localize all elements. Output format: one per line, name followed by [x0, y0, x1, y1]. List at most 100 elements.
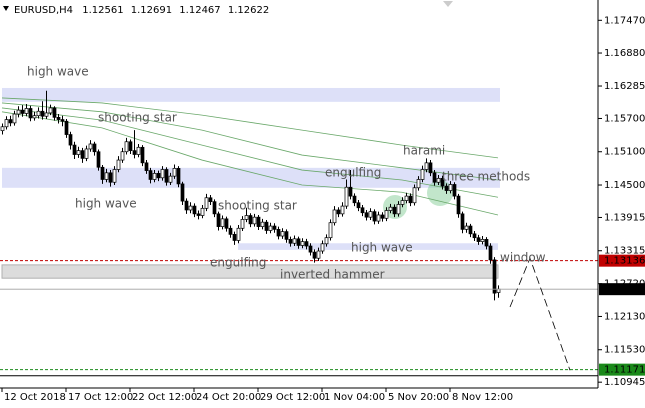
candle-body [476, 237, 481, 242]
y-tick-label: 1.16880 [604, 48, 645, 59]
candle-body [328, 222, 333, 239]
candle-body [440, 178, 445, 187]
candle-body [344, 186, 349, 207]
candle-body [492, 259, 497, 294]
candle-body [204, 197, 209, 209]
header-open: 1.12561 [82, 5, 123, 16]
x-tick-label: 5 Nov 20:00 [388, 392, 449, 403]
candle-body [8, 119, 13, 124]
candle-body [104, 172, 109, 180]
candle-body [404, 195, 409, 201]
candle-body [304, 241, 309, 247]
candle-body [308, 245, 313, 253]
scroll-marker [443, 1, 453, 7]
candle-body [252, 216, 257, 225]
candle-body [352, 195, 357, 204]
current-price-box [599, 283, 645, 296]
candle-body [332, 209, 337, 224]
candle-body [460, 213, 465, 230]
candle-body [268, 225, 273, 231]
candle-body [108, 172, 113, 183]
candle-body [400, 200, 405, 205]
pattern-zone [238, 243, 498, 250]
candle-body [96, 151, 101, 168]
pattern-annotation: window [500, 251, 546, 265]
candle-body [340, 205, 345, 215]
candle-body [120, 151, 125, 161]
pattern-zone [2, 87, 500, 102]
current-price-label: 1.12622 [604, 284, 645, 295]
candle-body [52, 107, 57, 118]
pattern-zone [1, 264, 499, 279]
candle-body [224, 218, 229, 229]
candle-body [444, 185, 449, 191]
candle-body [128, 141, 133, 151]
candle-body [160, 169, 165, 179]
candle-body [424, 162, 429, 170]
candle-body [216, 213, 221, 227]
symbol: EURUSD,H4 [14, 5, 73, 16]
pattern-annotation: engulfing [325, 166, 381, 180]
candle-body [284, 231, 289, 240]
candle-body [432, 172, 437, 183]
pattern-annotation: high wave [27, 65, 89, 79]
candle-body [136, 146, 141, 155]
pattern-annotation: harami [403, 144, 445, 158]
candle-body [412, 187, 417, 204]
candle-body [264, 221, 269, 231]
candle-body [148, 170, 153, 180]
candle-body [68, 134, 73, 146]
candle-body [316, 250, 321, 259]
candle-body [208, 197, 213, 203]
candle-body [292, 238, 297, 244]
candle-body [376, 214, 381, 222]
candle-body [488, 245, 493, 261]
y-tick-label: 1.12130 [604, 311, 645, 322]
zones [1, 87, 500, 279]
candle-body [20, 109, 25, 114]
candle-body [44, 112, 49, 117]
price-level-label: 1.13136 [604, 256, 645, 267]
header-close: 1.12622 [228, 5, 269, 16]
candle-body [380, 214, 385, 219]
candle-body [244, 215, 249, 220]
candle-body [300, 241, 305, 246]
moving-average [1, 102, 499, 181]
candle-body [88, 143, 93, 150]
candle-body [64, 120, 69, 135]
candle-body [60, 119, 65, 122]
candle-body [12, 113, 17, 124]
candle-body [100, 166, 105, 180]
price-level-label: 1.11171 [604, 365, 645, 376]
candle-body [40, 110, 45, 117]
x-tick-label: 24 Oct 20:00 [196, 392, 261, 403]
candle-body [168, 175, 173, 183]
candle-body [356, 202, 361, 209]
x-tick-label: 17 Oct 12:00 [68, 392, 133, 403]
moving-average [1, 97, 499, 159]
pattern-annotation: three methods [442, 170, 530, 184]
candle-body [312, 251, 317, 259]
candle-body [124, 141, 129, 153]
candle-body [236, 227, 241, 241]
y-tick-label: 1.13915 [604, 212, 645, 223]
candle-body [248, 215, 253, 225]
candle-body [480, 239, 485, 242]
candle-body [408, 195, 413, 204]
candle-body [72, 144, 77, 155]
menu-arrow[interactable] [3, 6, 9, 11]
candle-body [364, 212, 369, 218]
y-tick-label: 1.17470 [604, 15, 645, 26]
candle-body [428, 162, 433, 174]
candle-body [484, 239, 489, 247]
candle-body [180, 183, 185, 202]
candle-body [384, 210, 389, 219]
pattern-annotation: inverted hammer [280, 268, 385, 282]
candle-body [276, 229, 281, 237]
candle-body [32, 115, 37, 119]
candle-body [84, 148, 89, 159]
candle-body [448, 184, 453, 191]
candle-body [112, 169, 117, 183]
candle-body [152, 173, 157, 180]
